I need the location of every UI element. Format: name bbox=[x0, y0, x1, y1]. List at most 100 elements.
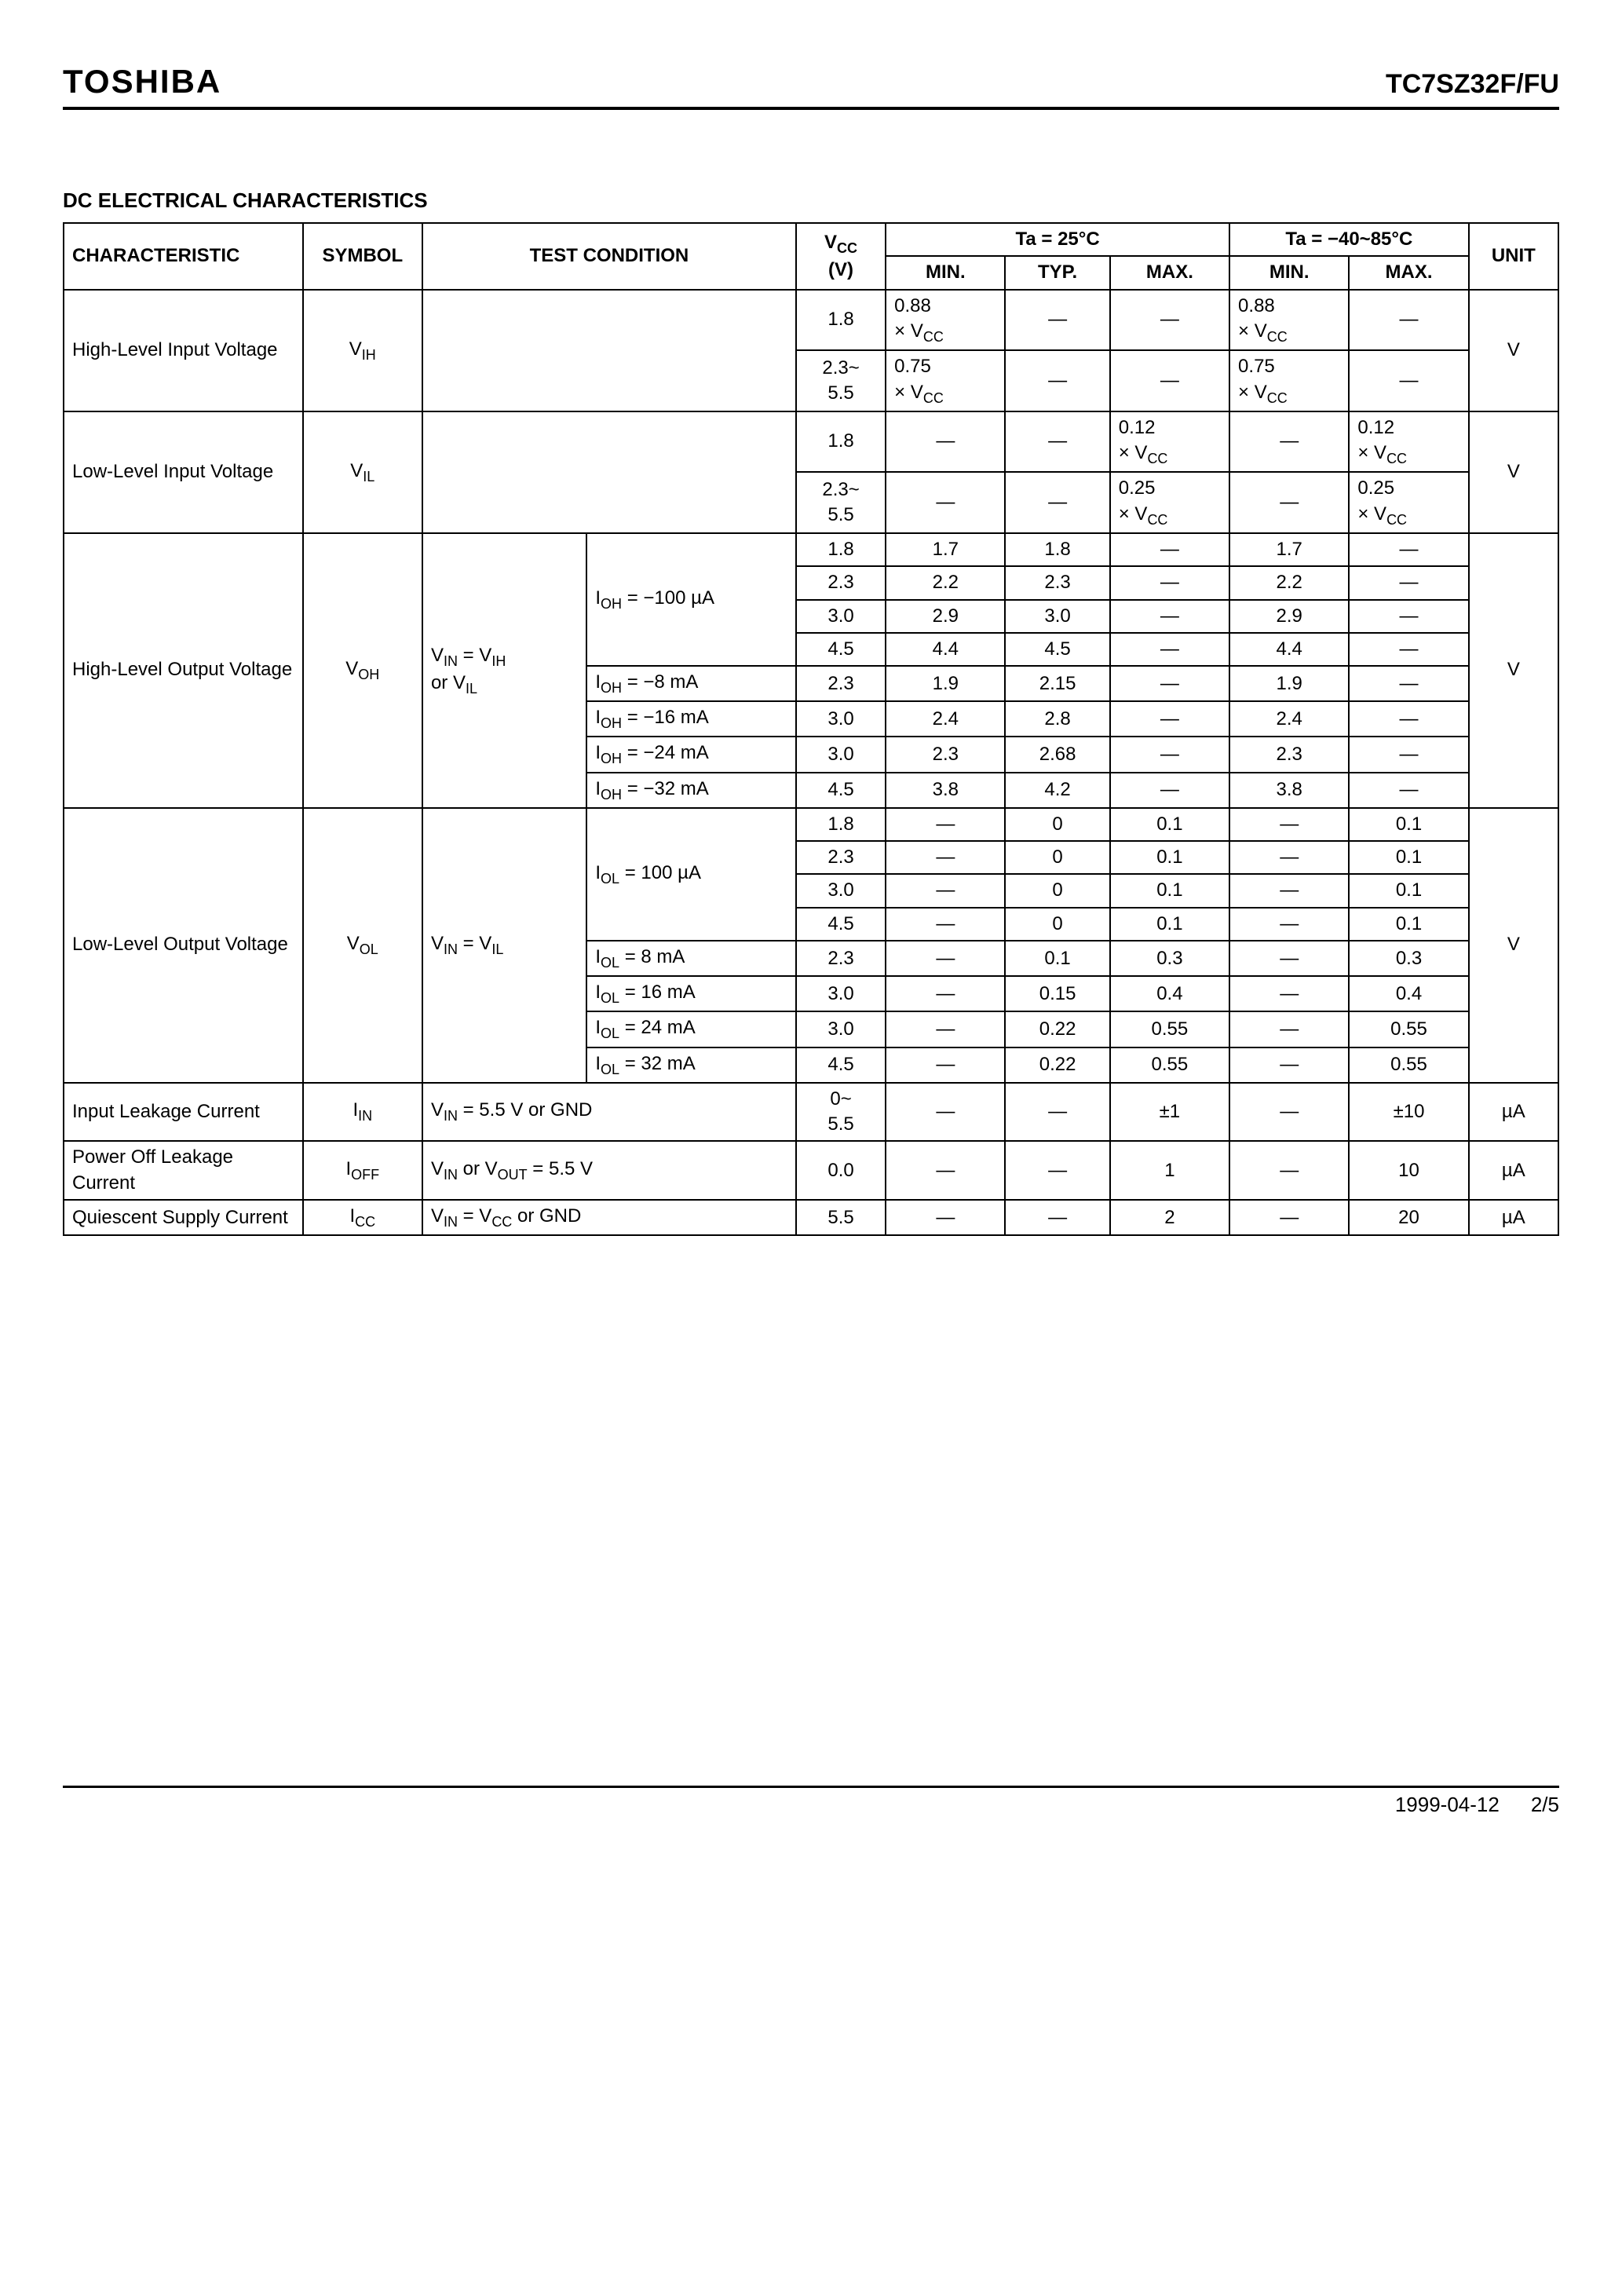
cell-max25: 0.25× VCC bbox=[1110, 472, 1229, 532]
cell-typ25: 3.0 bbox=[1005, 600, 1109, 633]
cell-typ25: 0 bbox=[1005, 808, 1109, 841]
cell-minR: 1.7 bbox=[1229, 533, 1349, 566]
cell-min25: — bbox=[886, 908, 1005, 941]
cell-min25: 2.4 bbox=[886, 701, 1005, 737]
cell-typ25: 2.3 bbox=[1005, 566, 1109, 599]
cell-symbol: ICC bbox=[303, 1200, 422, 1235]
cell-maxR: 20 bbox=[1349, 1200, 1468, 1235]
cell-vcc: 2.3~5.5 bbox=[796, 472, 886, 532]
cell-minR: — bbox=[1229, 1047, 1349, 1083]
table-row: High-Level Output Voltage VOH VIN = VIHo… bbox=[64, 533, 1558, 566]
cell-minR: — bbox=[1229, 1200, 1349, 1235]
table-row: High-Level Input Voltage VIH 1.8 0.88× V… bbox=[64, 290, 1558, 350]
cell-minR: 0.75× VCC bbox=[1229, 350, 1349, 411]
cell-min25: — bbox=[886, 1141, 1005, 1200]
cell-max25: 0.1 bbox=[1110, 808, 1229, 841]
cell-typ25: 4.5 bbox=[1005, 633, 1109, 666]
cell-name: High-Level Output Voltage bbox=[64, 533, 303, 808]
cell-min25: — bbox=[886, 976, 1005, 1011]
cell-min25: 4.4 bbox=[886, 633, 1005, 666]
cell-maxR: 0.1 bbox=[1349, 908, 1468, 941]
cell-min25: — bbox=[886, 472, 1005, 532]
cell-vcc: 2.3 bbox=[796, 841, 886, 874]
cell-vcc: 2.3~5.5 bbox=[796, 350, 886, 411]
cell-name: Power Off Leakage Current bbox=[64, 1141, 303, 1200]
cell-minR: — bbox=[1229, 1011, 1349, 1047]
cell-maxR: 0.1 bbox=[1349, 841, 1468, 874]
part-number: TC7SZ32F/FU bbox=[1386, 69, 1559, 100]
cell-minR: — bbox=[1229, 411, 1349, 472]
cell-max25: — bbox=[1110, 737, 1229, 772]
cell-minR: — bbox=[1229, 808, 1349, 841]
cell-symbol: IOFF bbox=[303, 1141, 422, 1200]
cell-min25: 2.2 bbox=[886, 566, 1005, 599]
cell-cond2: IOH = −8 mA bbox=[586, 666, 796, 701]
cell-vcc: 3.0 bbox=[796, 1011, 886, 1047]
col-characteristic: CHARACTERISTIC bbox=[64, 223, 303, 290]
cell-unit: µA bbox=[1469, 1083, 1558, 1142]
table-row: Low-Level Input Voltage VIL 1.8 — — 0.12… bbox=[64, 411, 1558, 472]
cell-vcc: 3.0 bbox=[796, 701, 886, 737]
cell-min25: 1.9 bbox=[886, 666, 1005, 701]
cell-unit: µA bbox=[1469, 1200, 1558, 1235]
cell-vcc: 5.5 bbox=[796, 1200, 886, 1235]
cell-symbol: VOH bbox=[303, 533, 422, 808]
cell-max25: — bbox=[1110, 701, 1229, 737]
cell-min25: — bbox=[886, 1047, 1005, 1083]
cell-max25: — bbox=[1110, 600, 1229, 633]
cell-minR: — bbox=[1229, 841, 1349, 874]
cell-maxR: — bbox=[1349, 701, 1468, 737]
cell-vcc: 2.3 bbox=[796, 566, 886, 599]
cell-minR: — bbox=[1229, 908, 1349, 941]
cell-name: Quiescent Supply Current bbox=[64, 1200, 303, 1235]
cell-symbol: VIH bbox=[303, 290, 422, 411]
cell-minR: 0.88× VCC bbox=[1229, 290, 1349, 350]
cell-vcc: 1.8 bbox=[796, 533, 886, 566]
brand-logo: TOSHIBA bbox=[63, 63, 221, 101]
cell-cond2: IOL = 100 µA bbox=[586, 808, 796, 941]
cell-vcc: 1.8 bbox=[796, 290, 886, 350]
cell-maxR: 0.12× VCC bbox=[1349, 411, 1468, 472]
cell-max25: — bbox=[1110, 666, 1229, 701]
cell-vcc: 4.5 bbox=[796, 1047, 886, 1083]
cell-max25: — bbox=[1110, 633, 1229, 666]
cell-max25: 0.1 bbox=[1110, 908, 1229, 941]
col-ta-range: Ta = −40~85°C bbox=[1229, 223, 1469, 256]
cell-name: High-Level Input Voltage bbox=[64, 290, 303, 411]
cell-min25: 3.8 bbox=[886, 773, 1005, 808]
cell-typ25: 4.2 bbox=[1005, 773, 1109, 808]
cell-max25: 0.55 bbox=[1110, 1011, 1229, 1047]
cell-maxR: — bbox=[1349, 773, 1468, 808]
table-header-row: CHARACTERISTIC SYMBOL TEST CONDITION VCC… bbox=[64, 223, 1558, 256]
cell-minR: — bbox=[1229, 941, 1349, 976]
cell-vcc: 2.3 bbox=[796, 666, 886, 701]
cell-maxR: — bbox=[1349, 666, 1468, 701]
cell-cond2: IOH = −16 mA bbox=[586, 701, 796, 737]
cell-name: Input Leakage Current bbox=[64, 1083, 303, 1142]
cell-max25: 0.1 bbox=[1110, 841, 1229, 874]
cell-max25: — bbox=[1110, 566, 1229, 599]
dc-characteristics-table: CHARACTERISTIC SYMBOL TEST CONDITION VCC… bbox=[63, 222, 1559, 1236]
cell-minR: 2.4 bbox=[1229, 701, 1349, 737]
cell-vcc: 2.3 bbox=[796, 941, 886, 976]
cell-typ25: 0.15 bbox=[1005, 976, 1109, 1011]
cell-symbol: VOL bbox=[303, 808, 422, 1083]
table-row: Power Off Leakage Current IOFF VIN or VO… bbox=[64, 1141, 1558, 1200]
cell-vcc: 1.8 bbox=[796, 411, 886, 472]
cell-vcc: 0.0 bbox=[796, 1141, 886, 1200]
table-row: Quiescent Supply Current ICC VIN = VCC o… bbox=[64, 1200, 1558, 1235]
cell-maxR: — bbox=[1349, 566, 1468, 599]
cell-maxR: 0.55 bbox=[1349, 1011, 1468, 1047]
cell-unit: V bbox=[1469, 290, 1558, 411]
cell-typ25: 1.8 bbox=[1005, 533, 1109, 566]
cell-maxR: — bbox=[1349, 350, 1468, 411]
cell-typ25: 0 bbox=[1005, 874, 1109, 907]
cell-name: Low-Level Input Voltage bbox=[64, 411, 303, 533]
cell-min25: — bbox=[886, 411, 1005, 472]
page-header: TOSHIBA TC7SZ32F/FU bbox=[63, 63, 1559, 110]
col-typ25: TYP. bbox=[1005, 256, 1109, 289]
cell-typ25: 0.22 bbox=[1005, 1011, 1109, 1047]
cell-cond2: IOH = −32 mA bbox=[586, 773, 796, 808]
cell-symbol: VIL bbox=[303, 411, 422, 533]
cell-typ25: — bbox=[1005, 350, 1109, 411]
